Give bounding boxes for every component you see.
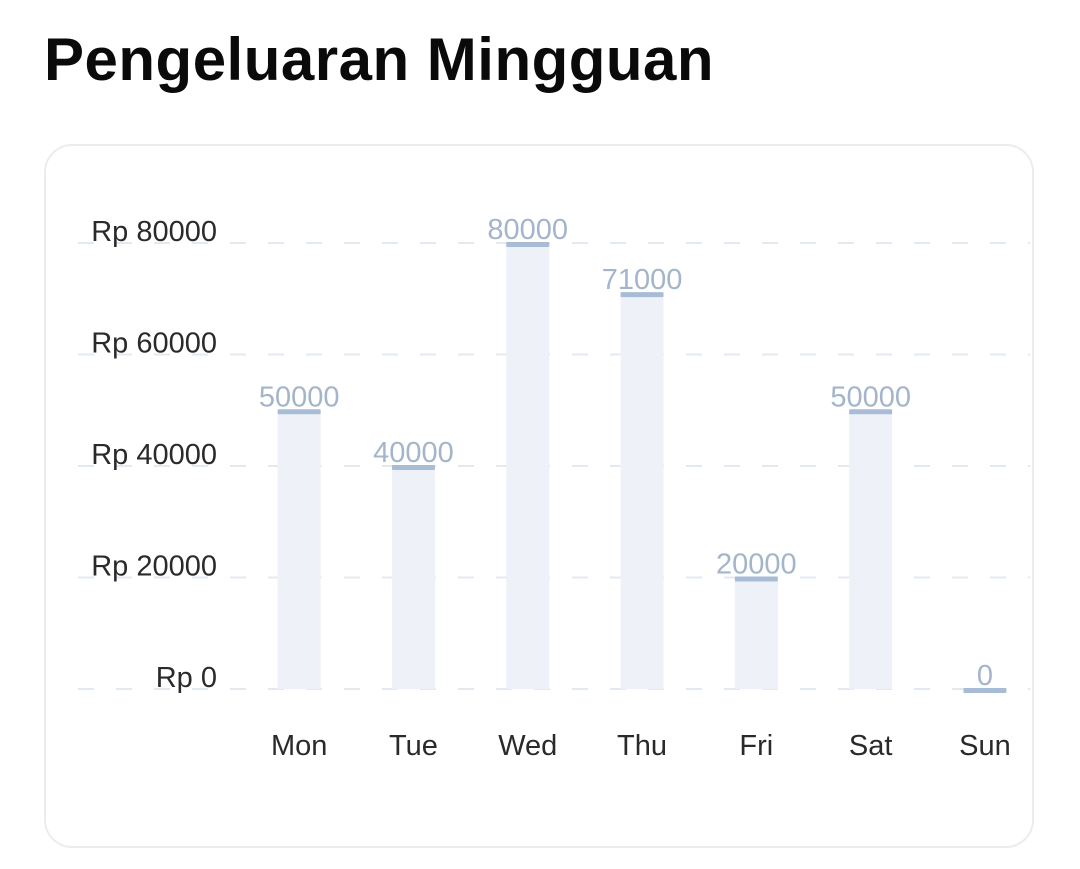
x-tick-label: Fri [739,730,773,762]
bar-fri [734,577,778,689]
bar-cap-sat [849,409,893,415]
page-title: Pengeluaran Mingguan [44,26,715,93]
y-tick-label: Rp 0 [156,662,217,694]
x-axis-tick-labels: Mon Tue Wed Thu Fri Sat Sun [271,730,1011,762]
bar-mon [277,410,321,689]
bar-value-label: 50000 [830,381,911,413]
y-tick-label: Rp 60000 [91,328,217,360]
x-tick-label: Tue [389,730,438,762]
x-tick-label: Wed [498,730,557,762]
y-tick-label: Rp 80000 [91,216,217,248]
x-tick-label: Sat [849,730,893,762]
bar-chart: Rp 0 Rp 20000 Rp 40000 Rp 60000 Rp 80000 500… [78,214,1030,762]
chart-card: Rp 0 Rp 20000 Rp 40000 Rp 60000 Rp 80000 500… [44,144,1034,848]
bar-cap-mon [277,409,321,415]
x-tick-label: Thu [617,730,667,762]
bar-value-label: 71000 [602,264,683,296]
bar-cap-sun [963,688,1007,693]
x-tick-label: Mon [271,730,327,762]
bar-value-labels: 50000 40000 80000 71000 20000 50000 0 [259,214,993,692]
bar-cap-tue [391,465,435,470]
bar-value-label: 50000 [259,381,340,413]
bar-wed [506,243,550,689]
bar-cap-thu [620,292,664,298]
grid-lines [78,242,1030,690]
bar-tue [391,466,435,689]
y-tick-label: Rp 20000 [91,551,217,583]
x-tick-label: Sun [959,730,1011,762]
bar-value-label: 40000 [373,437,454,469]
bar-cap-fri [734,576,778,582]
bar-cap-wed [506,242,550,247]
bar-value-label: 80000 [487,214,568,246]
bars [277,242,1007,693]
bar-thu [620,293,664,689]
bar-sat [849,410,893,689]
y-tick-label: Rp 40000 [91,439,217,471]
bar-value-label: 0 [977,660,993,692]
bar-value-label: 20000 [716,549,797,581]
y-axis-tick-labels: Rp 0 Rp 20000 Rp 40000 Rp 60000 Rp 80000 [91,216,217,694]
